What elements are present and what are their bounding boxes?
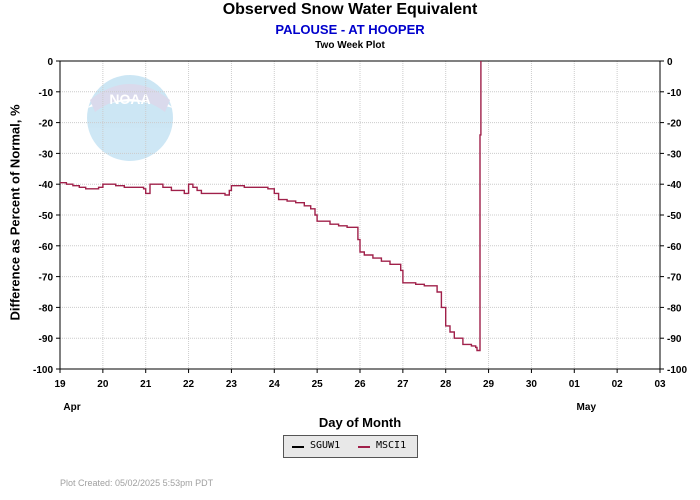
- x-tick-label: 28: [440, 379, 452, 390]
- x-tick-label: 01: [569, 379, 581, 390]
- y-tick-label-left: -10: [39, 88, 54, 99]
- y-tick-label-right: -50: [667, 211, 682, 222]
- x-tick-label: 29: [483, 379, 495, 390]
- y-tick-label-right: -70: [667, 273, 682, 284]
- x-tick-label: 02: [612, 379, 624, 390]
- y-tick-label-left: 0: [47, 57, 53, 68]
- x-tick-label: 26: [354, 379, 366, 390]
- y-tick-label-left: -30: [39, 149, 54, 160]
- month-label: May: [577, 402, 597, 413]
- y-tick-label-right: -60: [667, 242, 682, 253]
- month-label: Apr: [63, 402, 80, 413]
- x-tick-label: 20: [97, 379, 109, 390]
- noaa-logo: NOAA: [87, 75, 173, 161]
- y-tick-label-left: -50: [39, 211, 54, 222]
- y-tick-label-right: 0: [667, 57, 673, 68]
- plot-created-footer: Plot Created: 05/02/2025 5:53pm PDT: [60, 478, 213, 488]
- legend-swatch-sguw1: [292, 446, 304, 448]
- x-tick-label: 19: [54, 379, 66, 390]
- x-tick-label: 27: [397, 379, 409, 390]
- y-tick-label-left: -80: [39, 303, 54, 314]
- x-tick-label: 03: [654, 379, 666, 390]
- y-tick-label-right: -30: [667, 149, 682, 160]
- y-tick-label-left: -40: [39, 180, 54, 191]
- y-tick-label-right: -80: [667, 303, 682, 314]
- y-tick-label-right: -40: [667, 180, 682, 191]
- y-tick-label-left: -60: [39, 242, 54, 253]
- legend: SGUW1 MSCI1: [283, 435, 418, 458]
- x-tick-label: 30: [526, 379, 538, 390]
- legend-label-sguw1: SGUW1: [310, 440, 340, 451]
- legend-label-msci1: MSCI1: [376, 440, 406, 451]
- y-tick-label-left: -90: [39, 334, 54, 345]
- y-tick-label-left: -100: [33, 365, 53, 376]
- y-tick-label-right: -100: [667, 365, 687, 376]
- noaa-logo-text: NOAA: [109, 91, 150, 107]
- x-tick-label: 21: [140, 379, 152, 390]
- x-tick-label: 22: [183, 379, 195, 390]
- y-tick-label-right: -90: [667, 334, 682, 345]
- y-tick-label-right: -10: [667, 88, 682, 99]
- x-tick-label: 25: [312, 379, 324, 390]
- y-tick-label-left: -20: [39, 119, 54, 130]
- x-tick-label: 23: [226, 379, 238, 390]
- y-tick-label-right: -20: [667, 119, 682, 130]
- x-tick-label: 24: [269, 379, 281, 390]
- legend-swatch-msci1: [358, 446, 370, 448]
- y-tick-label-left: -70: [39, 273, 54, 284]
